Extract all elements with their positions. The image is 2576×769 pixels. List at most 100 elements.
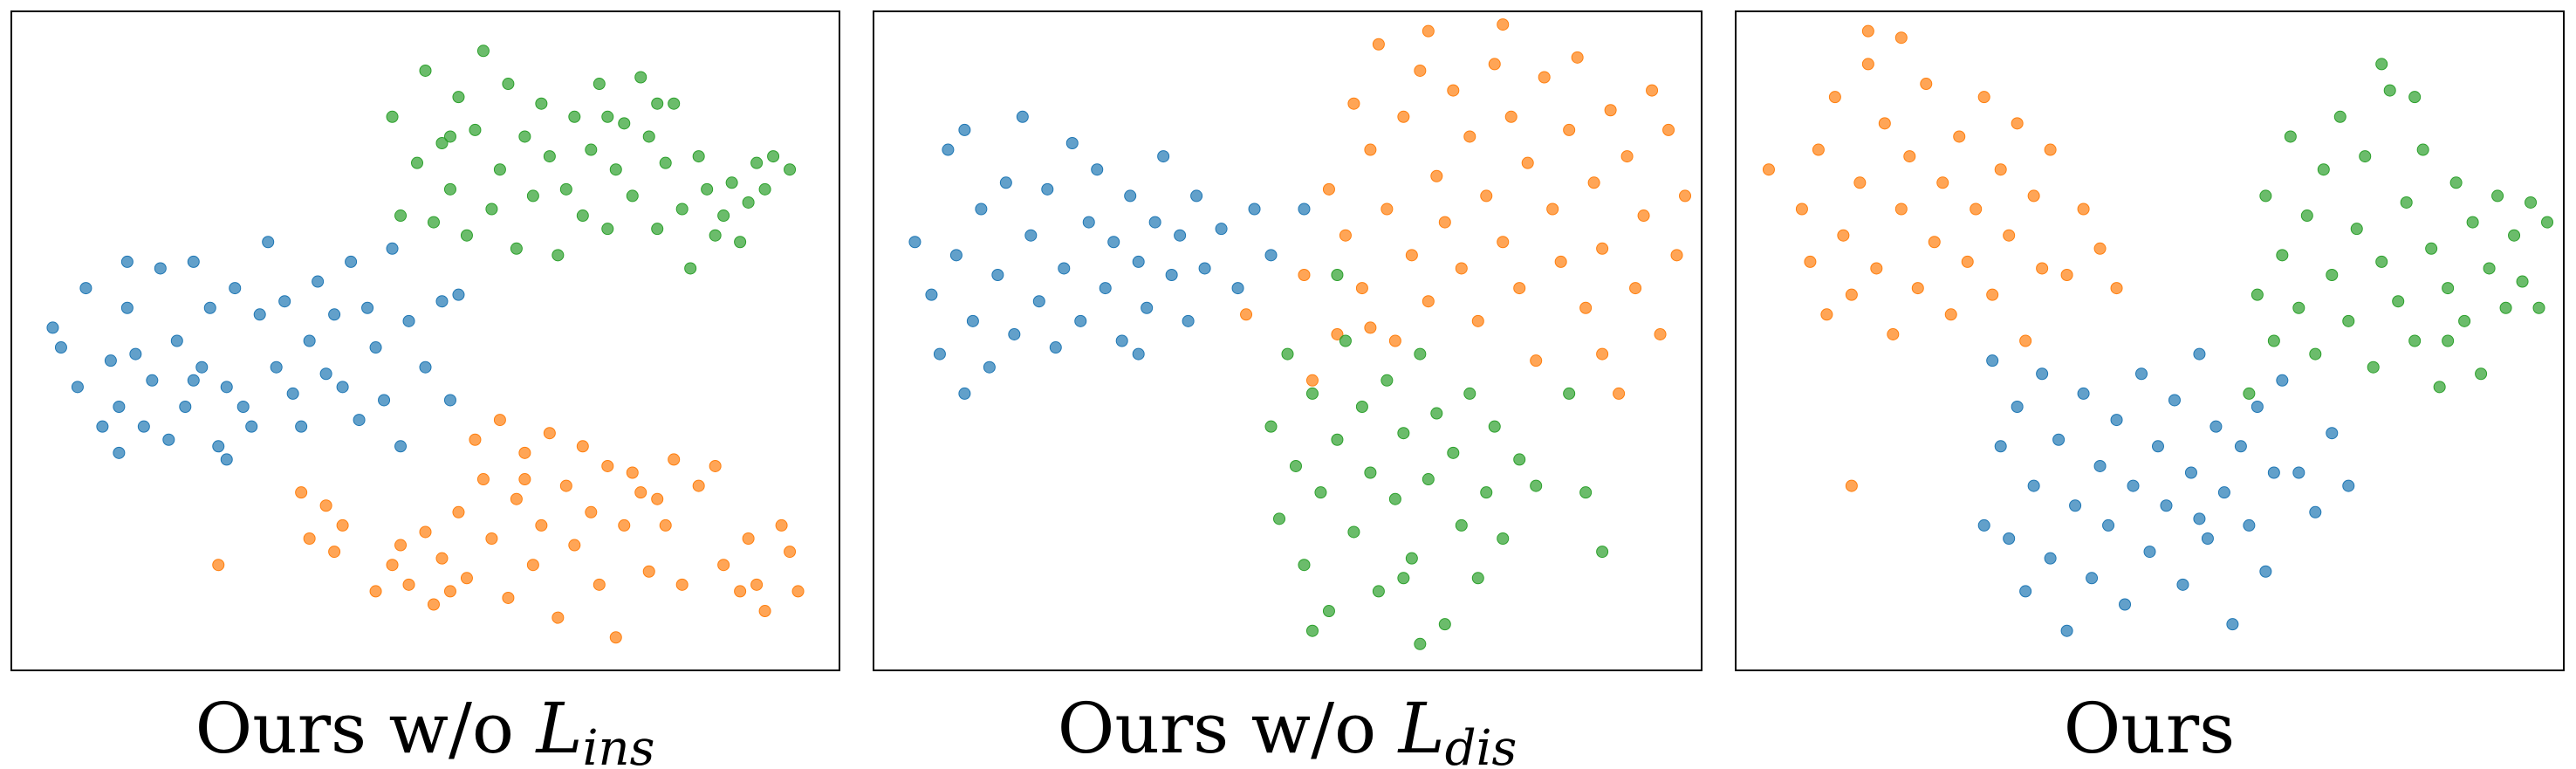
scatter-point-blue [120,255,134,268]
scatter-point-orange [2003,229,2016,242]
scatter-point-green [651,97,664,110]
scatter-point-blue [1115,334,1128,347]
scatter-point-green [1355,401,1368,413]
scatter-point-green [1455,518,1468,532]
scatter-point-blue [46,321,59,334]
scatter-point-blue [270,360,283,374]
scatter-point-green [2284,130,2297,143]
scatter-point-orange [1480,189,1493,203]
scatter-point-orange [543,427,556,440]
scatter-point-blue [1082,216,1095,229]
scatter-point-orange [1380,203,1394,216]
scatter-point-green [750,156,764,169]
scatter-point-green [435,137,449,149]
scatter-point-orange [460,572,473,585]
scatter-point-orange [742,532,755,545]
scatter-point-orange [1870,262,1883,275]
scatter-point-green [1471,572,1484,585]
scatter-point-blue [402,314,415,327]
caption-prefix: Ours [2064,688,2235,769]
scatter-point-orange [328,546,341,559]
scatter-point-orange [386,559,399,572]
scatter-point-blue [983,360,996,374]
scatter-point-green [1298,559,1311,572]
scatter-point-blue [1986,354,1999,367]
scatter-point-blue [1994,440,2007,453]
scatter-point-green [568,110,581,123]
scatter-point-orange [435,552,449,565]
scatter-point-orange [1554,255,1567,268]
scatter-point-blue [1124,189,1137,203]
scatter-point-green [1405,552,1418,565]
scatter-point-orange [1887,327,1900,340]
scatter-point-orange [1339,229,1352,242]
scatter-point-green [1579,486,1593,499]
scatter-point-blue [1157,150,1170,163]
scatter-point-orange [1662,123,1675,136]
scatter-point-green [601,223,614,236]
scatter-point-orange [559,479,572,492]
scatter-point-orange [1430,169,1443,182]
scatter-point-blue [1298,203,1311,216]
scatter-point-blue [1074,314,1087,327]
scatter-point-orange [1894,203,1908,216]
scatter-point-orange [791,585,805,598]
scatter-point-orange [2027,189,2040,203]
scatter-point-blue [1231,282,1244,295]
scatter-point-green [2408,334,2422,347]
scatter-point-orange [1331,327,1344,340]
scatter-point-orange [1804,255,1817,268]
scatter-point-orange [485,532,498,545]
scatter-point-blue [1099,282,1112,295]
scatter-point-green [2375,58,2388,71]
scatter-point-orange [295,486,308,499]
scatter-point-orange [1596,242,1609,255]
scatter-point-green [1430,407,1443,420]
scatter-point-orange [212,559,225,572]
scatter-point-green [675,203,689,216]
scatter-point-green [535,97,548,110]
scatter-point-orange [618,518,631,532]
scatter-point-green [1289,459,1302,472]
scatter-point-green [1447,446,1460,459]
scatter-point-green [601,110,614,123]
scatter-point-orange [1977,91,1990,104]
scatter-point-green [2408,91,2422,104]
caption-loss-symbol: L [535,688,583,769]
scatter-point-green [2259,189,2272,203]
scatter-point-blue [353,414,366,427]
scatter-point-blue [212,440,225,453]
scatter-point-blue [104,354,117,367]
scatter-point-blue [2209,420,2223,433]
scatter-point-orange [1488,58,1501,71]
scatter-point-green [2292,301,2305,314]
scatter-points [46,45,805,644]
scatter-point-blue [2160,499,2173,512]
panel-caption: Ours w/o Ldis [1058,688,1517,769]
scatter-point-green [1397,572,1410,585]
scatter-point-orange [1414,64,1427,77]
scatter-point-green [1322,605,1335,618]
scatter-point-blue [942,143,955,156]
scatter-point-orange [1604,104,1617,117]
scatter-point-green [2309,347,2322,360]
scatter-point-orange [668,453,681,466]
scatter-point-green [1422,473,1435,486]
scatter-point-green [767,150,780,163]
scatter-point-blue [1008,327,1021,340]
scatter-point-green [684,262,697,275]
scatter-points [908,18,1692,650]
scatter-point-green [593,78,606,91]
scatter-point-orange [568,539,581,552]
scatter-point-orange [1944,308,1957,321]
scatter-point-blue [113,446,126,459]
scatter-point-green [626,189,639,203]
scatter-point-blue [2201,532,2214,545]
scatter-point-orange [1837,229,1850,242]
plot-frame [873,10,1702,671]
scatter-point-orange [1422,24,1435,38]
scatter-point-orange [1670,249,1683,262]
scatter-point-green [552,249,565,262]
scatter-point-blue [2044,552,2057,565]
scatter-point-green [2442,334,2455,347]
